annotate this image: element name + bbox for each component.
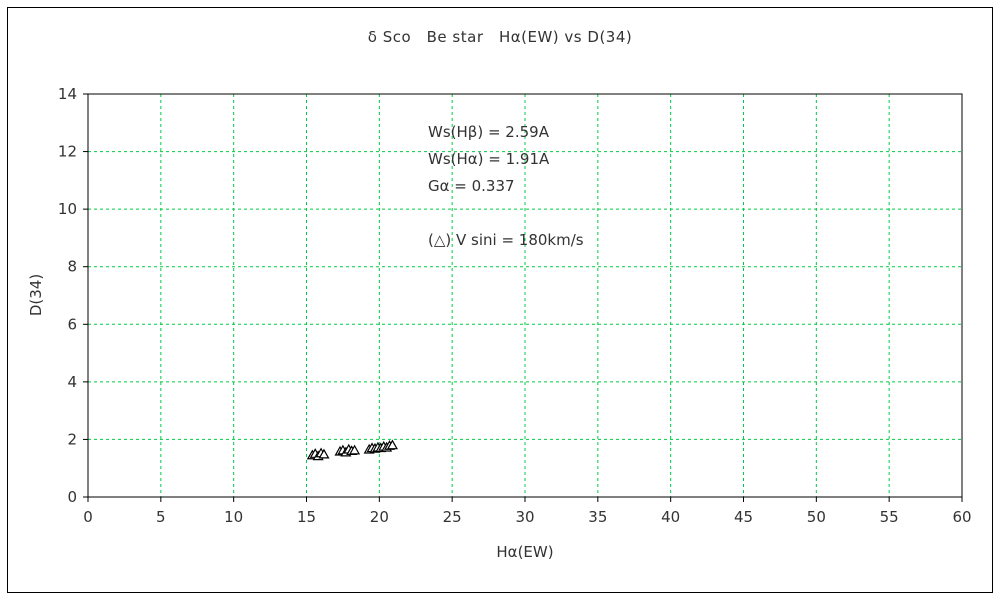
annotation-ws-halpha: Ws(Hα) = 1.91A [428,150,550,168]
y-tick-label: 12 [58,143,77,161]
y-tick-label: 10 [58,200,77,218]
y-axis-label: D(34) [27,273,45,317]
annotation-ws-hbeta: Ws(Hβ) = 2.59A [428,123,549,141]
x-tick-label: 0 [83,508,93,526]
y-tick-label: 8 [67,258,77,276]
x-tick-label: 5 [156,508,166,526]
data-point-triangle [349,444,361,455]
x-tick-label: 20 [370,508,389,526]
x-tick-label: 60 [952,508,971,526]
data-point-triangle [386,439,398,450]
data-point-triangle [318,448,330,459]
x-tick-label: 50 [807,508,826,526]
x-tick-label: 35 [588,508,607,526]
y-tick-label: 4 [67,373,77,391]
x-tick-label: 45 [734,508,753,526]
x-tick-label: 15 [297,508,316,526]
x-tick-label: 55 [880,508,899,526]
x-tick-label: 40 [661,508,680,526]
annotation-g-alpha: Gα = 0.337 [428,177,515,195]
x-axis-label: Hα(EW) [496,543,554,561]
y-tick-label: 6 [67,315,77,333]
x-tick-label: 10 [224,508,243,526]
x-tick-label: 30 [515,508,534,526]
x-tick-label: 25 [443,508,462,526]
y-tick-label: 0 [67,488,77,506]
legend-triangle-vsini: (△) V sini = 180km/s [428,231,584,249]
chart-title: δ Sco Be star Hα(EW) vs D(34) [367,28,633,46]
y-tick-label: 14 [58,85,77,103]
y-tick-label: 2 [67,430,77,448]
